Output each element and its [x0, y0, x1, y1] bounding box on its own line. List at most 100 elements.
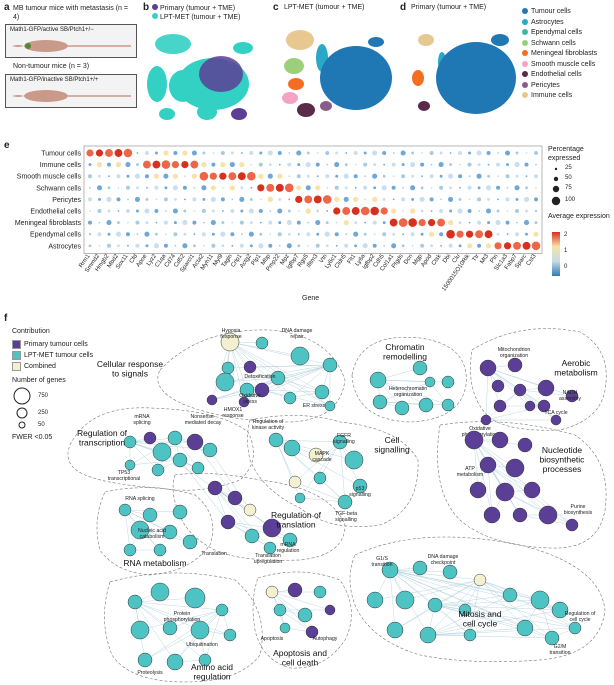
cell-legend-item: Tumour cells: [522, 7, 597, 18]
dot-schwann-cells-col1a1: [391, 185, 396, 190]
gene-label: Flt1: [347, 253, 358, 265]
network-edge: [124, 509, 191, 543]
network-edge: [275, 439, 301, 499]
dot-immune-cells-dbi: [449, 163, 453, 167]
dot-astrocytes-dcn: [411, 244, 414, 247]
dot-pericytes-flt1: [353, 196, 359, 202]
network-edge: [129, 441, 159, 471]
dot-endothelial-cells-cfd: [135, 209, 139, 213]
term-node: [458, 603, 472, 617]
gene-label: Apod: [420, 254, 433, 269]
term-node: [480, 414, 492, 426]
dot-schwann-cells-rgs5: [305, 185, 311, 191]
term-node: [544, 630, 560, 646]
term-node: [151, 463, 165, 477]
term-node: [507, 357, 523, 373]
network-edge: [129, 459, 181, 466]
dot-astrocytes-pmp22: [278, 244, 281, 247]
term-label: NADH assembly: [559, 390, 581, 402]
term-label: Translation upregulation: [254, 553, 283, 565]
dot-schwann-cells-slc1a3: [506, 186, 509, 189]
term-node: [215, 603, 229, 617]
dot-ependymal-cells-tagln: [230, 232, 235, 237]
term-node: [162, 524, 178, 540]
umap-d: [412, 34, 516, 114]
dot-smooth-muscle-cells-mgp: [421, 175, 424, 178]
dot-meningeal-fibroblasts-pmp22: [278, 221, 282, 225]
term-node: [124, 459, 136, 471]
size-legend-val-1: 50: [565, 175, 572, 181]
dot-ependymal-cells-clu: [456, 230, 464, 238]
term-node: [287, 582, 303, 598]
term-node: [322, 357, 338, 373]
dot-tumour-cells-myh11: [212, 152, 215, 154]
dot-schwann-cells-mbp: [266, 183, 275, 192]
dot-immune-cells-ifitm3: [315, 162, 320, 167]
term-node: [270, 370, 286, 386]
dot-meningeal-fibroblasts-mbp: [268, 220, 273, 225]
cluster-boundary: [470, 328, 607, 431]
term-node: [565, 518, 579, 532]
dot-schwann-cells-sparc: [525, 186, 528, 190]
dot-schwann-cells-rrm1: [89, 186, 91, 189]
dot-pericytes-crip1: [239, 196, 245, 202]
network-edge: [299, 497, 346, 503]
dot-plot: Tumour cells Immune cells Smooth muscle ce…: [15, 145, 543, 292]
term-node: [279, 622, 291, 634]
dot-tumour-cells-sox11: [123, 148, 133, 158]
dot-schwann-cells-fabp7: [514, 185, 520, 191]
dot-pericytes-sox11: [127, 198, 129, 201]
dot-schwann-cells-ptn: [496, 185, 501, 190]
term-node: [172, 452, 188, 468]
dot-endothelial-cells-rrm1: [89, 210, 91, 212]
dot-smooth-muscle-cells-dcn: [411, 174, 415, 178]
dot-ependymal-cells-smmd2: [97, 232, 102, 237]
term-node: [184, 587, 206, 609]
network-edge: [427, 627, 576, 636]
term-node: [150, 582, 170, 602]
dot-tumour-cells-ly6c1: [335, 151, 339, 155]
gene-label: Dcn: [403, 254, 414, 266]
enrichment-network: Cellular response to signals Hypoxia respon…: [67, 328, 607, 683]
cluster-title: Amino acid regulation: [191, 662, 233, 682]
dot-schwann-cells-tagln: [229, 185, 235, 191]
network-edge: [211, 341, 231, 401]
dot-meningeal-fibroblasts-ctsk: [437, 218, 446, 227]
dot-tumour-cells-dcn: [411, 151, 415, 155]
dot-meningeal-fibroblasts-sox11: [127, 221, 129, 224]
dot-tumour-cells-vtn: [325, 151, 330, 155]
network-edge: [487, 464, 493, 516]
dot-endothelial-cells-mbd2: [117, 210, 120, 212]
dot-meningeal-fibroblasts-actg2: [249, 221, 253, 225]
mb-mouse-illustration: Math1-GFP/active SB/Ptch1+/−: [5, 24, 137, 58]
dot-endothelial-cells-ptgds: [402, 210, 405, 212]
dot-endothelial-cells-ly6a: [360, 206, 370, 216]
dot-ependymal-cells-c1qa: [165, 233, 167, 236]
row-label: Smooth muscle cells: [17, 174, 82, 181]
row-label: Schwann cells: [36, 185, 81, 192]
term-label: TGF-beta signalling: [335, 511, 357, 523]
dot-smooth-muscle-cells-sparcl1: [191, 173, 197, 179]
dot-tumour-cells-cd52: [182, 150, 188, 156]
term-node: [524, 400, 536, 412]
dot-meningeal-fibroblasts-tagln: [231, 221, 234, 224]
panel-d-title: Primary (tumour + TME): [411, 4, 487, 11]
row-label: Meningeal fibroblasts: [15, 220, 82, 227]
gene-label: Ttr: [472, 254, 481, 263]
network-edge: [229, 341, 279, 379]
dot-tumour-cells-1500015o10rik: [468, 151, 472, 155]
network-edge: [277, 364, 331, 379]
term-node: [505, 458, 525, 478]
dot-smooth-muscle-cells-cd52: [183, 175, 186, 178]
network-edge: [427, 609, 561, 636]
term-label: ER stress: [303, 403, 326, 409]
dot-immune-cells-flt1: [354, 163, 357, 166]
dot-schwann-cells-dcn: [410, 185, 416, 191]
cell-legend-item: Immune cells: [522, 91, 597, 102]
size-legend-dot: [552, 185, 560, 193]
dot-astrocytes-col1a1: [391, 243, 397, 249]
network-edge: [485, 367, 489, 421]
cluster-boundary: [351, 336, 467, 423]
dot-meningeal-fibroblasts-vtn: [325, 221, 329, 225]
network-edge: [434, 604, 526, 629]
